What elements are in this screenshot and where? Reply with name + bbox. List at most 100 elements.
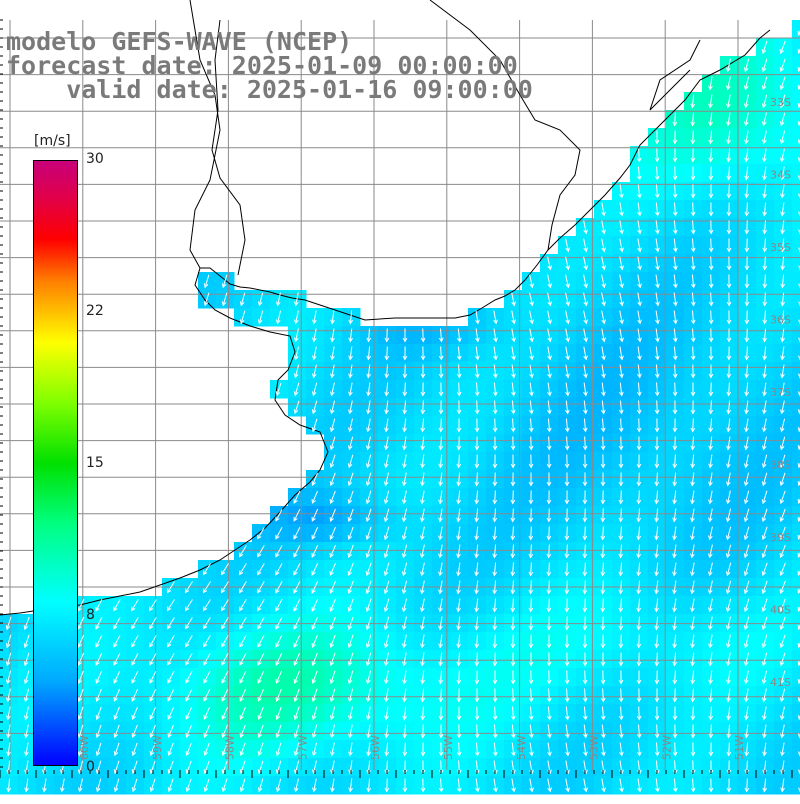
wind-speed-cell bbox=[792, 290, 800, 309]
wind-arrow bbox=[675, 383, 676, 396]
wind-speed-cell bbox=[792, 560, 800, 579]
wind-arrow bbox=[675, 743, 676, 756]
wind-arrow bbox=[387, 347, 388, 360]
lat-label: 38S bbox=[770, 459, 791, 472]
wind-arrow bbox=[477, 401, 478, 414]
wind-speed-cell bbox=[792, 488, 800, 507]
map-title: modelo GEFS-WAVE (NCEP) forecast date: 2… bbox=[6, 30, 533, 102]
wind-speed-cell bbox=[792, 380, 800, 399]
wind-arrow bbox=[513, 617, 514, 630]
wind-arrow bbox=[693, 203, 694, 216]
wind-arrow bbox=[729, 365, 730, 378]
lat-label: 39S bbox=[770, 531, 791, 544]
wind-arrow bbox=[549, 599, 550, 612]
lon-label: 52W bbox=[660, 735, 673, 760]
wind-arrow bbox=[621, 617, 622, 630]
wind-arrow bbox=[567, 527, 568, 540]
wind-speed-cell bbox=[792, 308, 800, 327]
wind-arrow bbox=[531, 527, 532, 540]
wind-speed-cell bbox=[792, 56, 800, 75]
wind-speed-cell bbox=[792, 344, 800, 363]
wind-arrow bbox=[711, 725, 712, 738]
wind-arrow bbox=[747, 779, 748, 792]
lat-label: 41S bbox=[770, 676, 791, 689]
wind-speed-cell bbox=[792, 704, 800, 723]
wind-arrow bbox=[477, 653, 478, 666]
wind-arrow bbox=[711, 257, 712, 270]
wind-arrow bbox=[423, 725, 424, 738]
wind-arrow bbox=[621, 689, 622, 702]
wind-speed-cell bbox=[792, 416, 800, 435]
wind-speed-cell bbox=[792, 74, 800, 93]
wind-arrow bbox=[639, 635, 640, 648]
colorbar-tick-8: 8 bbox=[86, 607, 95, 623]
lon-label: 51W bbox=[733, 735, 746, 760]
wind-arrow bbox=[657, 401, 658, 414]
wind-speed-cell bbox=[792, 200, 800, 219]
wind-speed-cell bbox=[792, 524, 800, 543]
wind-arrow bbox=[549, 563, 550, 576]
lon-label: 56W bbox=[369, 735, 382, 760]
wind-arrow bbox=[657, 455, 658, 468]
lat-label: 34S bbox=[770, 169, 791, 182]
colorbar bbox=[33, 160, 78, 766]
wind-arrow bbox=[621, 491, 622, 504]
lon-label: 58W bbox=[224, 735, 237, 760]
wind-arrow bbox=[531, 509, 532, 522]
wind-arrow bbox=[567, 599, 568, 612]
wind-speed-cell bbox=[792, 506, 800, 525]
wind-speed-cell bbox=[792, 776, 800, 795]
colorbar-unit: [m/s] bbox=[34, 133, 71, 149]
lon-label: 54W bbox=[515, 735, 528, 760]
lat-label: 36S bbox=[770, 314, 791, 327]
wind-arrow bbox=[549, 527, 550, 540]
wind-speed-cell bbox=[792, 38, 800, 57]
wind-arrow bbox=[603, 599, 604, 612]
wind-arrow bbox=[495, 419, 496, 432]
wind-arrow bbox=[549, 581, 550, 594]
wind-speed-cell bbox=[792, 632, 800, 651]
lon-label: 53W bbox=[588, 735, 601, 760]
wind-arrow bbox=[585, 437, 586, 450]
lon-label: 57W bbox=[296, 735, 309, 760]
lat-label: 35S bbox=[770, 241, 791, 254]
wind-arrow bbox=[639, 473, 640, 486]
wind-arrow bbox=[567, 671, 568, 684]
wind-arrow bbox=[549, 545, 550, 558]
wind-arrow bbox=[585, 527, 586, 540]
wind-speed-cell bbox=[792, 326, 800, 345]
wind-arrow bbox=[531, 599, 532, 612]
wind-arrow bbox=[747, 329, 748, 342]
wind-speed-cell bbox=[792, 236, 800, 255]
wind-speed-cell bbox=[792, 20, 800, 39]
wind-arrow bbox=[531, 437, 532, 450]
wind-arrow bbox=[585, 599, 586, 612]
wind-arrow bbox=[441, 419, 442, 432]
wind-arrow bbox=[693, 419, 694, 432]
wind-arrow bbox=[387, 779, 388, 792]
wind-speed-cell bbox=[792, 164, 800, 183]
wind-arrow bbox=[729, 185, 730, 198]
wind-arrow bbox=[495, 707, 496, 720]
wind-arrow bbox=[675, 113, 676, 126]
lon-label: 59W bbox=[151, 735, 164, 760]
wind-arrow bbox=[567, 581, 568, 594]
lon-label: 55W bbox=[442, 735, 455, 760]
wind-arrow bbox=[711, 239, 712, 252]
wind-speed-cell bbox=[792, 398, 800, 417]
wind-arrow bbox=[567, 545, 568, 558]
wind-arrow bbox=[585, 545, 586, 558]
wind-arrow bbox=[711, 293, 712, 306]
wind-arrow bbox=[693, 131, 694, 144]
wind-speed-cell bbox=[792, 362, 800, 381]
wind-speed-cell bbox=[792, 272, 800, 291]
wind-arrow bbox=[747, 221, 748, 234]
wind-arrow bbox=[549, 671, 550, 684]
wind-arrow bbox=[459, 383, 460, 396]
wind-arrow bbox=[513, 689, 514, 702]
wind-arrow bbox=[603, 509, 604, 522]
wind-speed-cell bbox=[792, 758, 800, 777]
lat-label: 37S bbox=[770, 386, 791, 399]
